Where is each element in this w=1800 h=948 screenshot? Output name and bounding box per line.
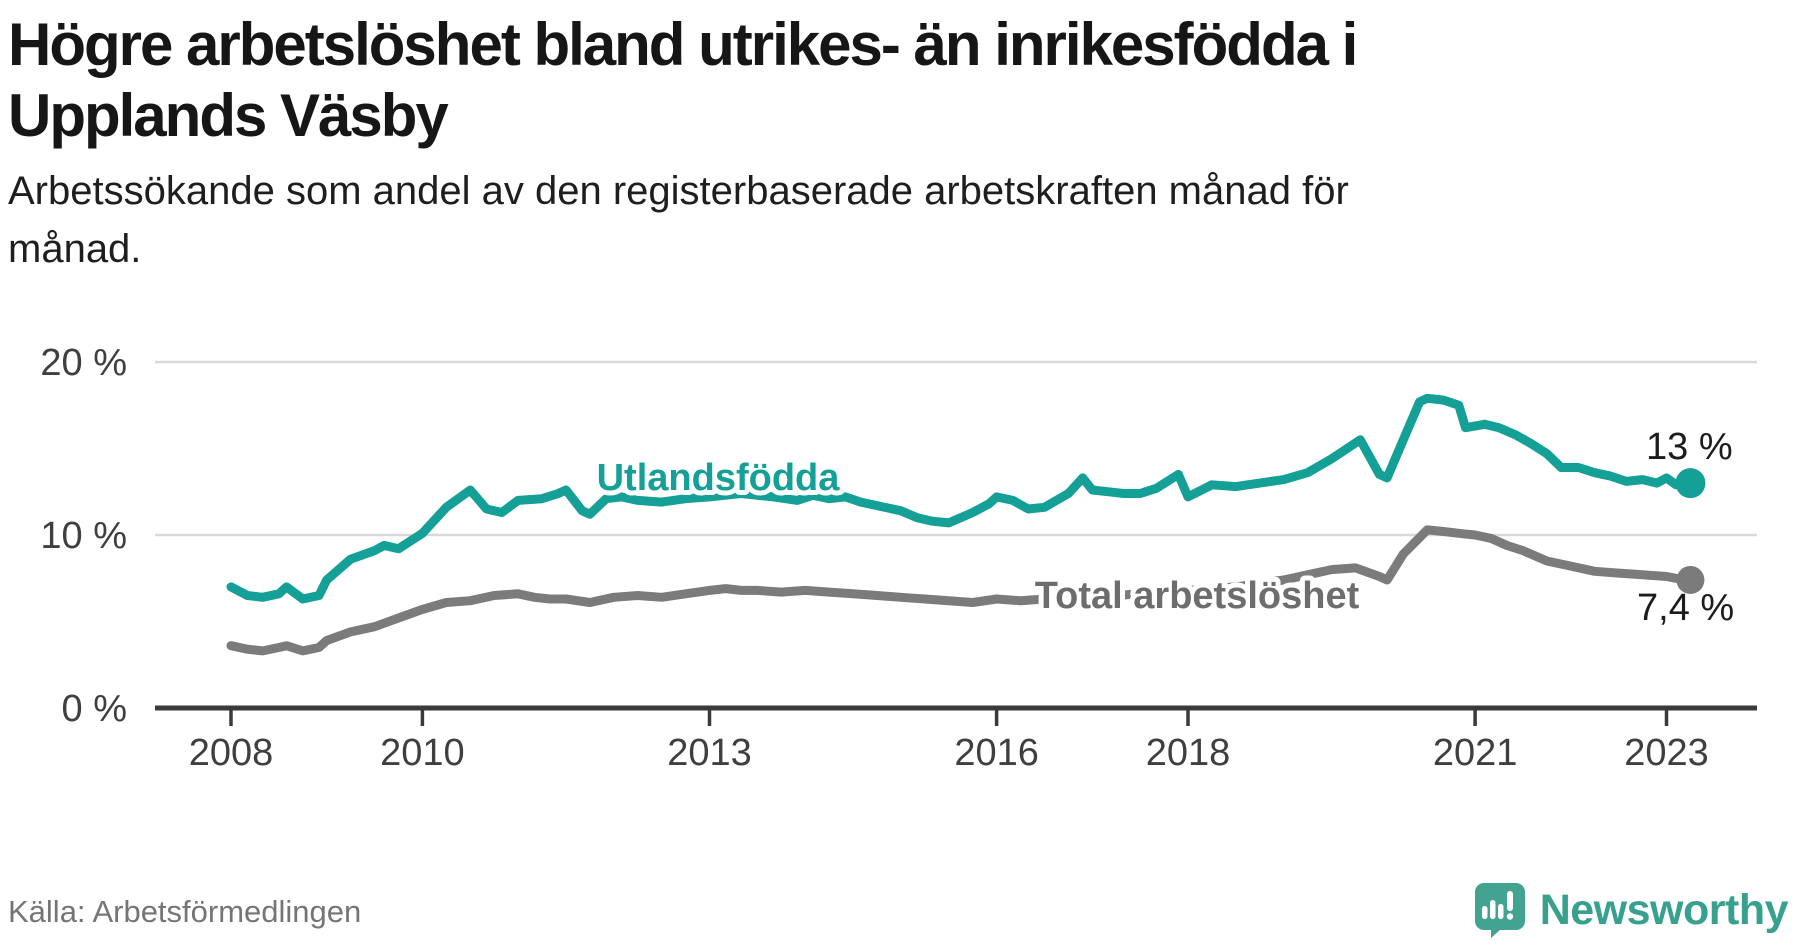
series-label-utlandsfodda: Utlandsfödda: [597, 457, 841, 499]
chart-subtitle-line2: månad.: [8, 227, 142, 271]
x-tick-label-2008: 2008: [189, 732, 274, 774]
x-tick-label-2013: 2013: [667, 732, 752, 774]
x-tick-label-2010: 2010: [380, 732, 465, 774]
newsworthy-brand: Newsworthy: [1474, 882, 1789, 938]
newsworthy-wordmark: Newsworthy: [1539, 885, 1789, 934]
x-tick-label-2023: 2023: [1624, 732, 1709, 774]
page-title-line2: Upplands Väsby: [8, 81, 449, 149]
x-tick-label-2016: 2016: [954, 732, 1039, 774]
gridlines: [155, 360, 1757, 537]
line-chart: 0 % 10 % 20 % 2008 2010 2013 2016 2018 2021 2023 U…: [0, 298, 1800, 780]
chart-canvas: 0 % 10 % 20 % 2008 2010 2013 2016 2018 2021 2023 U…: [40, 342, 1757, 774]
series-end-dot-utlandsfodda: [1675, 468, 1706, 499]
chart-subtitle-line1: Arbetssökande som andel av den registerb…: [8, 169, 1349, 213]
x-axis: [155, 705, 1757, 726]
y-tick-label-0: 0 %: [62, 688, 127, 730]
page-title: Högre arbetslöshet bland utrikes- än inr…: [8, 10, 1708, 152]
end-value-label-utlandsfodda: 13 %: [1646, 426, 1733, 468]
series-line-utlandsfodda: [226, 393, 1695, 604]
series-end-dot-total: [1676, 565, 1705, 594]
y-tick-label-10: 10 %: [40, 515, 127, 557]
chart-subtitle: Arbetssökande som andel av den registerb…: [8, 162, 1708, 278]
series-label-total: Total arbetslöshet: [1035, 575, 1360, 617]
axis-and-series-labels: 0 % 10 % 20 % 2008 2010 2013 2016 2018 2021 2023 U…: [40, 342, 1734, 774]
series-line-total: [226, 525, 1695, 656]
source-note: Källa: Arbetsförmedlingen: [8, 894, 362, 929]
y-tick-label-20: 20 %: [40, 342, 127, 384]
x-tick-label-2021: 2021: [1433, 732, 1518, 774]
page-title-line1: Högre arbetslöshet bland utrikes- än inr…: [8, 11, 1358, 78]
end-value-label-total: 7,4 %: [1637, 587, 1734, 629]
series-lines: [226, 393, 1706, 656]
newsworthy-logo-icon: [1474, 883, 1525, 938]
x-tick-label-2018: 2018: [1146, 732, 1231, 774]
logo-bars-icon: [1481, 891, 1513, 920]
